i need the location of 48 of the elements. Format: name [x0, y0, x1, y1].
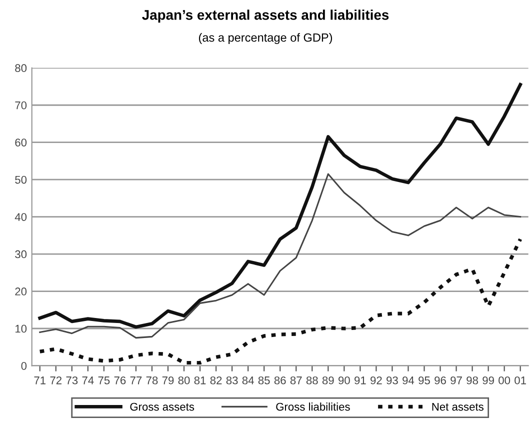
x-tick-label: 71: [34, 376, 46, 384]
legend-label: Gross assets: [130, 402, 194, 411]
y-tick-label: 20: [15, 288, 27, 296]
y-tick-label: 0: [21, 362, 27, 370]
x-tick-label: 89: [322, 376, 334, 384]
y-tick-label: 60: [15, 138, 27, 146]
y-tick-label: 50: [15, 176, 27, 184]
y-tick-label: 30: [15, 250, 27, 258]
x-tick-label: 95: [418, 376, 430, 384]
x-tick-label: 87: [290, 376, 302, 384]
x-tick-label: 82: [210, 376, 222, 384]
y-tick-label: 80: [15, 64, 27, 72]
x-tick-label: 75: [98, 376, 110, 384]
y-tick-label: 40: [14, 213, 27, 221]
line-series: [38, 82, 522, 329]
x-tick-label: 84: [242, 376, 254, 384]
x-tick-label: 01: [514, 376, 526, 384]
x-tick-label: 74: [82, 376, 94, 384]
x-tick-label: 83: [226, 376, 238, 384]
x-tick-label: 76: [114, 376, 126, 384]
legend-label: Net assets: [432, 402, 484, 411]
x-tick-label: 92: [370, 376, 382, 384]
x-tick-label: 72: [50, 376, 62, 384]
line-series: [39, 173, 522, 339]
x-tick-label: 77: [130, 376, 142, 384]
line-series: [38, 237, 522, 365]
x-tick-label: 91: [354, 376, 366, 384]
x-tick-label: 79: [162, 376, 174, 384]
x-tick-label: 96: [434, 376, 446, 384]
chart-title: Japan’s external assets and liabilities: [142, 10, 389, 23]
x-tick-label: 80: [178, 376, 190, 384]
chart-subtitle: (as a percentage of GDP): [198, 33, 332, 44]
x-tick-label: 78: [146, 376, 158, 384]
x-tick-label: 73: [66, 376, 78, 384]
x-tick-label: 99: [482, 376, 494, 384]
x-tick-label: 81: [194, 376, 206, 384]
x-tick-label: 98: [466, 376, 478, 384]
x-tick-label: 93: [386, 376, 398, 384]
x-tick-label: 00: [498, 376, 510, 384]
x-tick-label: 85: [258, 376, 270, 384]
legend-label: Gross liabilities: [276, 402, 350, 411]
y-tick-label: 10: [15, 324, 27, 333]
x-tick-label: 94: [402, 376, 414, 384]
x-tick-label: 88: [306, 376, 318, 384]
y-tick-label: 70: [15, 101, 27, 110]
x-tick-label: 90: [338, 376, 350, 384]
x-tick-label: 86: [274, 376, 286, 384]
x-tick-label: 97: [450, 376, 462, 384]
